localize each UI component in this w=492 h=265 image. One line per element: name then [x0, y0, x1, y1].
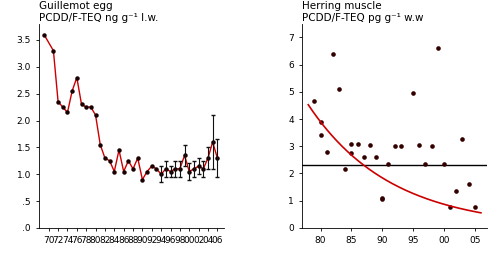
Point: [459, 137, 466, 142]
Point: [310, 99, 318, 104]
Point: [397, 144, 405, 148]
Point: [440, 162, 448, 166]
Point: [347, 151, 355, 155]
Point: [415, 143, 423, 147]
Text: Herring muscle
PCDD/F-TEQ pg g⁻¹ w.w: Herring muscle PCDD/F-TEQ pg g⁻¹ w.w: [302, 2, 424, 23]
Point: [409, 91, 417, 95]
Point: [323, 150, 331, 154]
Point: [464, 182, 472, 187]
Point: [341, 167, 349, 171]
Point: [360, 155, 368, 159]
Point: [354, 142, 362, 146]
Point: [335, 87, 343, 91]
Point: [347, 142, 355, 146]
Point: [372, 155, 380, 159]
Point: [329, 52, 337, 56]
Point: [378, 196, 386, 200]
Point: [422, 162, 430, 166]
Point: [446, 205, 454, 210]
Point: [317, 120, 325, 124]
Point: [434, 46, 442, 50]
Point: [391, 144, 399, 148]
Point: [452, 189, 460, 193]
Text: Guillemot egg
PCDD/F-TEQ ng g⁻¹ l.w.: Guillemot egg PCDD/F-TEQ ng g⁻¹ l.w.: [39, 2, 159, 23]
Point: [384, 162, 392, 166]
Point: [366, 143, 374, 147]
Point: [378, 197, 386, 201]
Point: [471, 205, 479, 210]
Point: [428, 144, 435, 148]
Point: [317, 133, 325, 138]
